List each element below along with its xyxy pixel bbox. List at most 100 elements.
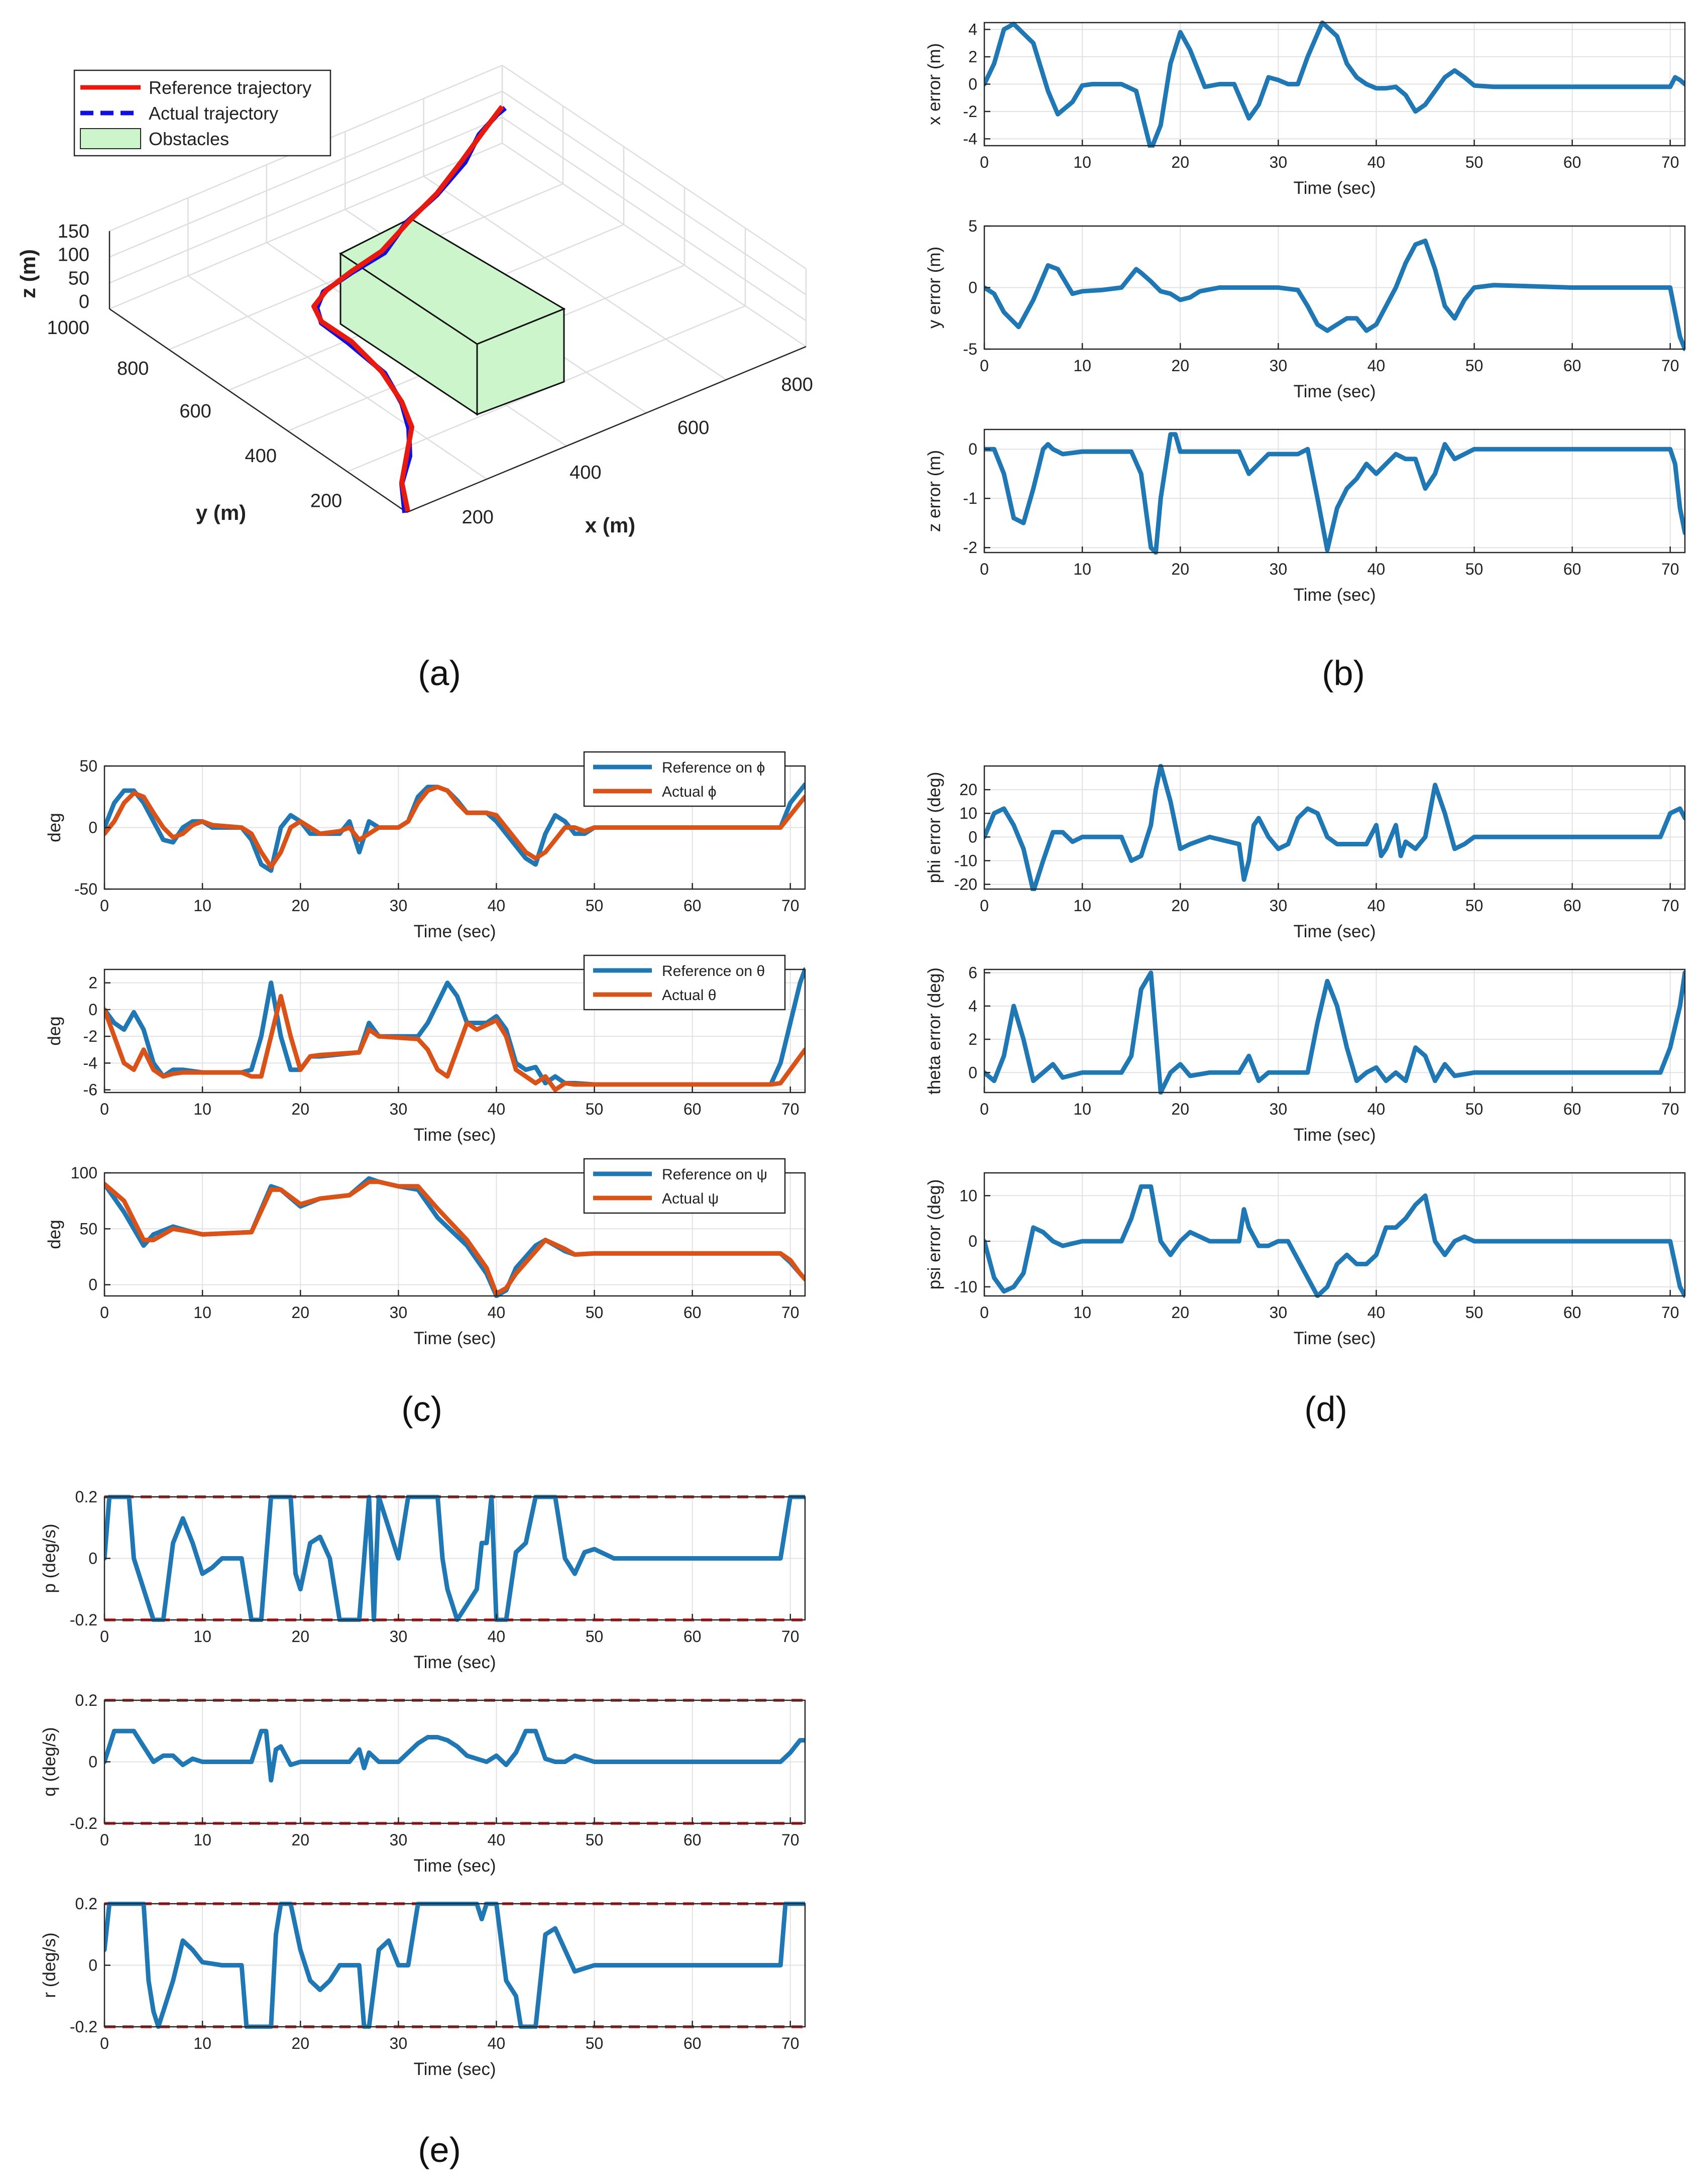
legend-label: Reference on ϕ: [662, 759, 765, 776]
x-tick-label: 50: [1465, 1303, 1484, 1322]
x-tick-label: 50: [586, 1627, 604, 1646]
x-tick-label: 10: [193, 1100, 211, 1118]
y-tick-label: 0.2: [75, 1895, 97, 1913]
x-tick-label: 60: [1563, 1303, 1581, 1322]
plot-frame: [983, 1172, 1686, 1297]
legend-box: [583, 751, 786, 807]
x-tick-label: 30: [1270, 560, 1288, 578]
x-tick-label: 70: [1661, 1100, 1679, 1118]
y-tick-label-3d: 1000: [47, 317, 89, 339]
series-line-1: [104, 1728, 805, 1783]
x-tick-label: 20: [1171, 560, 1189, 578]
legend-label: Actual ϕ: [662, 784, 717, 800]
chart-b3: 0 10 20 30 40 50 60 70 -2 -1 0 Time (sec) z error (m…: [925, 428, 1686, 605]
x-tick-label: 60: [684, 897, 702, 915]
y-axis-label: y error (m): [925, 247, 944, 329]
x-tick-label: 60: [684, 1831, 702, 1849]
wall-grid-line: [109, 117, 503, 284]
y-axis-label-3d: y (m): [196, 501, 246, 524]
x-tick-label: 70: [781, 897, 800, 915]
y-tick-label: 10: [959, 804, 977, 822]
x-tick-label: 30: [1270, 357, 1288, 375]
y-tick-label: 0: [88, 819, 97, 837]
x-tick-label: 60: [1563, 897, 1581, 915]
series-line-2: [104, 785, 805, 869]
y-tick-label-3d: 800: [117, 358, 149, 379]
y-tick-label: 2: [968, 48, 977, 66]
x-tick-label: 60: [684, 2034, 702, 2052]
x-axis-label-3d: x (m): [585, 513, 635, 537]
series-line-1: [984, 21, 1685, 148]
y-tick-label: 6: [968, 964, 977, 982]
chart-b1: 0 10 20 30 40 50 60 70 -4 -2 0 2 4 Time (sec) x error …: [925, 21, 1686, 198]
y-axis-label: deg: [45, 813, 64, 842]
y-tick-label: 0: [88, 1001, 97, 1019]
plot-frame: [983, 968, 1686, 1094]
x-tick-label-3d: 800: [781, 374, 813, 395]
floor-grid-line: [423, 175, 727, 381]
x-tick-label: 0: [980, 897, 989, 915]
x-tick-label: 50: [1465, 357, 1484, 375]
y-tick-label: -6: [83, 1081, 97, 1099]
y-tick-label: 0: [968, 75, 977, 93]
x-tick-label: 30: [1270, 153, 1288, 171]
x-tick-label: 0: [100, 897, 109, 915]
y-tick-label: 5: [968, 217, 977, 235]
y-tick-label: 20: [959, 781, 977, 799]
plot-area: [984, 1173, 1685, 1296]
z-tick-label-3d: 150: [58, 221, 89, 242]
x-axis-label: Time (sec): [1294, 585, 1376, 605]
x-tick-label: 0: [980, 357, 989, 375]
x-tick-label: 20: [291, 1100, 309, 1118]
floor-grid-line: [187, 275, 487, 480]
series-line-1: [984, 764, 1685, 891]
x-tick-label-3d: 400: [570, 462, 601, 483]
x-tick-label: 50: [1465, 1100, 1484, 1118]
legend-label: Reference on θ: [662, 963, 765, 979]
y-axis-label: x error (m): [925, 43, 944, 125]
x-tick-label: 20: [1171, 153, 1189, 171]
x-tick-label: 0: [100, 2034, 109, 2052]
x-axis-label: Time (sec): [1294, 178, 1376, 198]
x-tick-label: 40: [1368, 897, 1386, 915]
y-tick-label: 50: [79, 757, 97, 775]
x-tick-label: 60: [684, 1100, 702, 1118]
x-tick-label: 70: [781, 1831, 800, 1849]
x-tick-label: 40: [1368, 357, 1386, 375]
wall-grid-line: [109, 90, 503, 258]
y-axis-label: theta error (deg): [925, 967, 944, 1095]
x-tick-label: 70: [1661, 153, 1679, 171]
y-axis-label: q (deg/s): [40, 1727, 59, 1796]
x-tick-label: 30: [1270, 897, 1288, 915]
y-axis-label: psi error (deg): [925, 1179, 944, 1290]
x-tick-label: 30: [390, 1303, 408, 1322]
plot-area: [984, 766, 1685, 889]
x-tick-label: 40: [488, 2034, 506, 2052]
series-line-1: [984, 432, 1685, 555]
x-tick-label: 0: [100, 1303, 109, 1322]
x-tick-label: 30: [390, 1831, 408, 1849]
z-tick-label-3d: 0: [79, 291, 89, 312]
y-tick-label-3d: 400: [245, 446, 277, 467]
legend: Reference on ψ Actual ψ: [583, 1158, 786, 1214]
z-tick-label-3d: 100: [58, 245, 89, 266]
x-tick-label: 30: [1270, 1303, 1288, 1322]
x-tick-label: 0: [100, 1831, 109, 1849]
y-tick-label: 0.2: [75, 1488, 97, 1506]
x-tick-label: 40: [1368, 560, 1386, 578]
plot-frame: [983, 765, 1686, 890]
y-tick-label: 10: [959, 1186, 977, 1205]
y-tick-label: 4: [968, 997, 977, 1015]
x-tick-label: 40: [488, 897, 506, 915]
x-tick-label: 70: [781, 1303, 800, 1322]
x-axis-label: Time (sec): [414, 1125, 496, 1145]
x-tick-label: 50: [1465, 560, 1484, 578]
obstacle-box: [339, 217, 566, 416]
y-tick-label: 2: [968, 1030, 977, 1048]
series-line-2: [104, 1179, 805, 1296]
x-tick-label: 10: [193, 1831, 211, 1849]
